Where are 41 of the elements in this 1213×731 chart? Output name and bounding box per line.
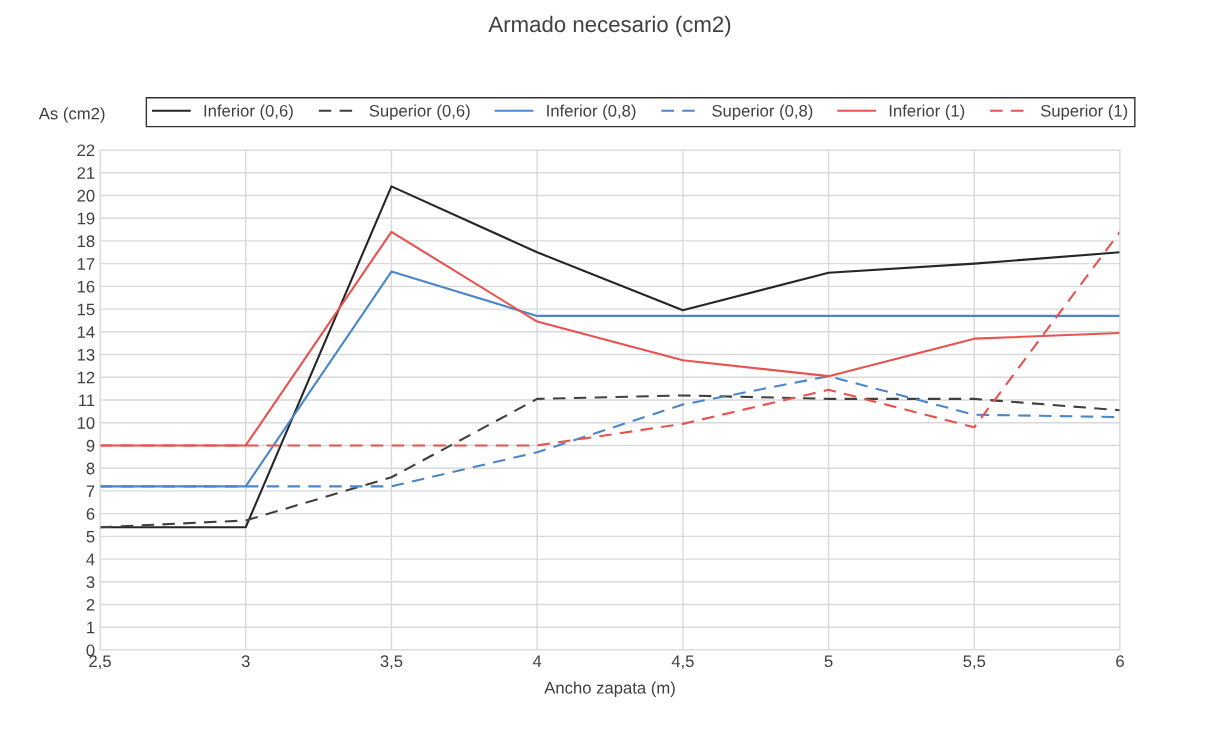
y-tick-label: 4 — [86, 553, 95, 566]
x-tick-label: 4,5 — [671, 655, 694, 670]
y-tick-label: 20 — [77, 189, 95, 202]
x-tick-label: 2,5 — [89, 655, 111, 670]
y-tick-label: 0 — [86, 644, 95, 657]
x-axis-title: Ancho zapata (m) — [544, 681, 675, 698]
y-tick-label: 13 — [77, 348, 95, 361]
x-tick-label: 3 — [241, 655, 250, 668]
y-tick-label: 14 — [77, 326, 95, 338]
y-tick-label: 2 — [86, 598, 95, 611]
legend-label: Superior (1) — [1040, 104, 1128, 120]
x-tick-label: 5 — [824, 655, 833, 668]
x-tick-label: 3,5 — [380, 655, 403, 670]
x-tick-label: 5,5 — [963, 655, 986, 670]
y-tick-label: 17 — [77, 258, 95, 270]
chart-title: Armado necesario (cm2) — [488, 15, 731, 37]
y-tick-label: 7 — [86, 485, 95, 497]
line-series — [100, 394, 1120, 529]
y-axis-title: As (cm2) — [38, 107, 105, 123]
y-tick-label: 9 — [86, 439, 95, 452]
y-tick-label: 12 — [77, 371, 95, 384]
y-tick-label: 10 — [77, 417, 95, 429]
y-tick-label: 11 — [79, 394, 95, 407]
y-tick-label: 6 — [86, 508, 95, 520]
legend-label: Superior (0,8) — [712, 104, 813, 120]
legend-label: Superior (0,6) — [369, 104, 470, 120]
y-tick-label: 8 — [86, 462, 95, 475]
y-tick-label: 16 — [77, 280, 95, 293]
x-tick-label: 4 — [532, 655, 542, 667]
y-tick-label: 3 — [86, 576, 95, 589]
y-tick-label: 19 — [77, 212, 95, 225]
legend-label: Inferior (1) — [889, 104, 965, 120]
y-tick-label: 21 — [77, 167, 95, 179]
x-tick-label: 6 — [1116, 655, 1124, 668]
y-tick-label: 5 — [86, 530, 95, 543]
y-tick-label: 22 — [77, 144, 95, 157]
y-tick-label: 15 — [77, 303, 95, 316]
legend-label: Inferior (0,8) — [547, 104, 636, 120]
y-tick-label: 18 — [77, 235, 95, 248]
legend-label: Inferior (0,6) — [204, 104, 293, 120]
y-tick-label: 1 — [87, 621, 95, 634]
